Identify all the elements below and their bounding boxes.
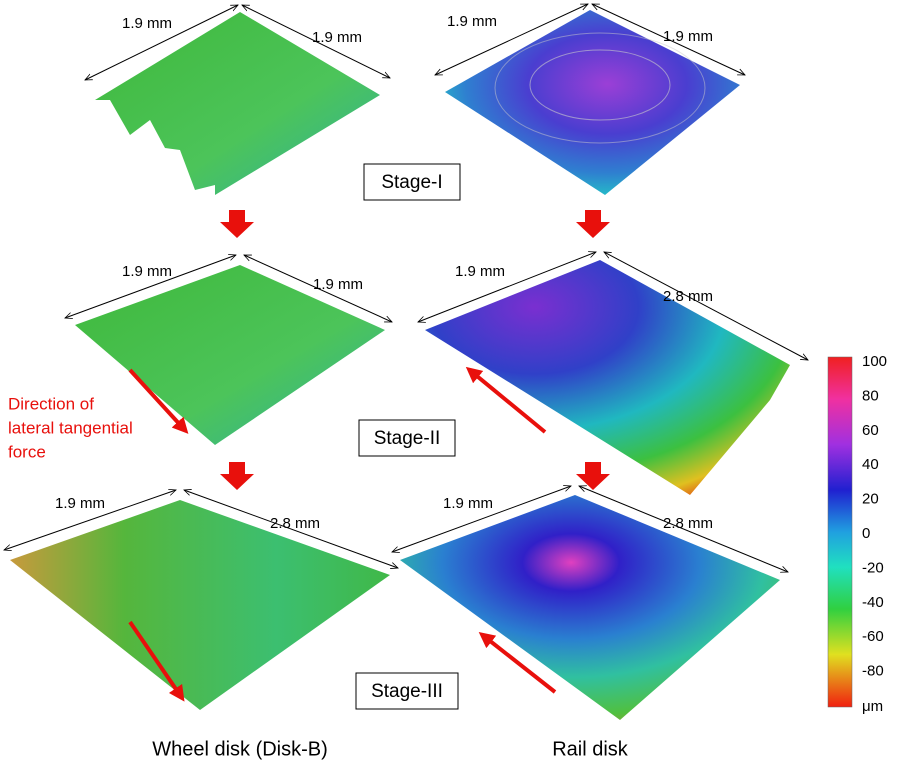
dim-line bbox=[184, 490, 398, 568]
stage-label: Stage-I bbox=[381, 172, 442, 193]
colorbar-tick-label: 0 bbox=[862, 525, 870, 542]
direction-arrows bbox=[128, 366, 557, 702]
annotation-line: lateral tangential bbox=[8, 418, 133, 437]
dim-label: 1.9 mm bbox=[122, 263, 172, 280]
colorbar-tick-label: -60 bbox=[862, 628, 884, 645]
surfaces bbox=[10, 10, 790, 720]
annotation-line: force bbox=[8, 442, 46, 461]
force-arrow bbox=[478, 632, 557, 694]
down-arrow bbox=[220, 462, 254, 490]
stage-arrows bbox=[220, 210, 610, 490]
colorbar-scale bbox=[827, 356, 853, 708]
colorbar-tick-label: -40 bbox=[862, 594, 884, 611]
dim-label: 1.9 mm bbox=[455, 263, 505, 280]
dim-line bbox=[435, 3, 588, 76]
dim-label: 1.9 mm bbox=[55, 495, 105, 512]
dim-line bbox=[392, 486, 571, 552]
dimension-labels: 1.9 mm 1.9 mm 1.9 mm 1.9 mm 1.9 mm 1.9 m… bbox=[55, 13, 713, 532]
colorbar-tick-label: 100 bbox=[862, 353, 887, 370]
dim-label: 1.9 mm bbox=[312, 29, 362, 46]
dim-line bbox=[418, 252, 596, 322]
colorbar-unit: μm bbox=[862, 698, 883, 715]
force-arrow bbox=[128, 620, 185, 702]
force-arrow bbox=[465, 366, 547, 434]
dim-line bbox=[85, 4, 238, 81]
force-arrow bbox=[128, 368, 189, 434]
dim-label: 2.8 mm bbox=[663, 288, 713, 305]
surface bbox=[10, 500, 390, 710]
down-arrow bbox=[220, 210, 254, 238]
dim-line bbox=[4, 490, 176, 550]
dim-label: 1.9 mm bbox=[447, 13, 497, 30]
dim-line bbox=[579, 486, 788, 572]
column-label: Rail disk bbox=[552, 738, 629, 760]
annotation-line: Direction of bbox=[8, 394, 94, 413]
stage-box bbox=[363, 163, 461, 201]
colorbar-tick-label: 40 bbox=[862, 456, 879, 473]
dim-line bbox=[65, 255, 236, 318]
stage-label: Stage-III bbox=[371, 681, 443, 702]
dim-label: 2.8 mm bbox=[663, 515, 713, 532]
dim-label: 1.9 mm bbox=[663, 28, 713, 45]
dimension-lines bbox=[4, 3, 808, 572]
dim-line bbox=[592, 3, 745, 76]
dim-label: 1.9 mm bbox=[313, 276, 363, 293]
colorbar-tick-label: -80 bbox=[862, 663, 884, 680]
dim-line bbox=[242, 4, 390, 79]
colorbar-tick-label: 20 bbox=[862, 491, 879, 508]
dim-label: 1.9 mm bbox=[122, 15, 172, 32]
colorbar-tick-label: 80 bbox=[862, 387, 879, 404]
annotation: Direction of lateral tangential force bbox=[8, 394, 133, 461]
dim-label: 1.9 mm bbox=[443, 495, 493, 512]
stages: Stage-I Stage-II Stage-III bbox=[355, 163, 461, 710]
stage-label: Stage-II bbox=[374, 428, 441, 449]
colorbar-tick-label: 60 bbox=[862, 422, 879, 439]
dim-label: 2.8 mm bbox=[270, 515, 320, 532]
colorbar-tick-label: -20 bbox=[862, 559, 884, 576]
dim-line bbox=[604, 252, 808, 360]
stage-box bbox=[358, 419, 456, 457]
colorbar: μm 100 80 60 40 20 0 -20 -40 -60 -80 bbox=[827, 353, 887, 715]
down-arrow bbox=[576, 462, 610, 490]
stage-box bbox=[355, 672, 459, 710]
dim-line bbox=[244, 254, 392, 323]
column-label: Wheel disk (Disk-B) bbox=[152, 738, 328, 760]
down-arrow bbox=[576, 210, 610, 238]
